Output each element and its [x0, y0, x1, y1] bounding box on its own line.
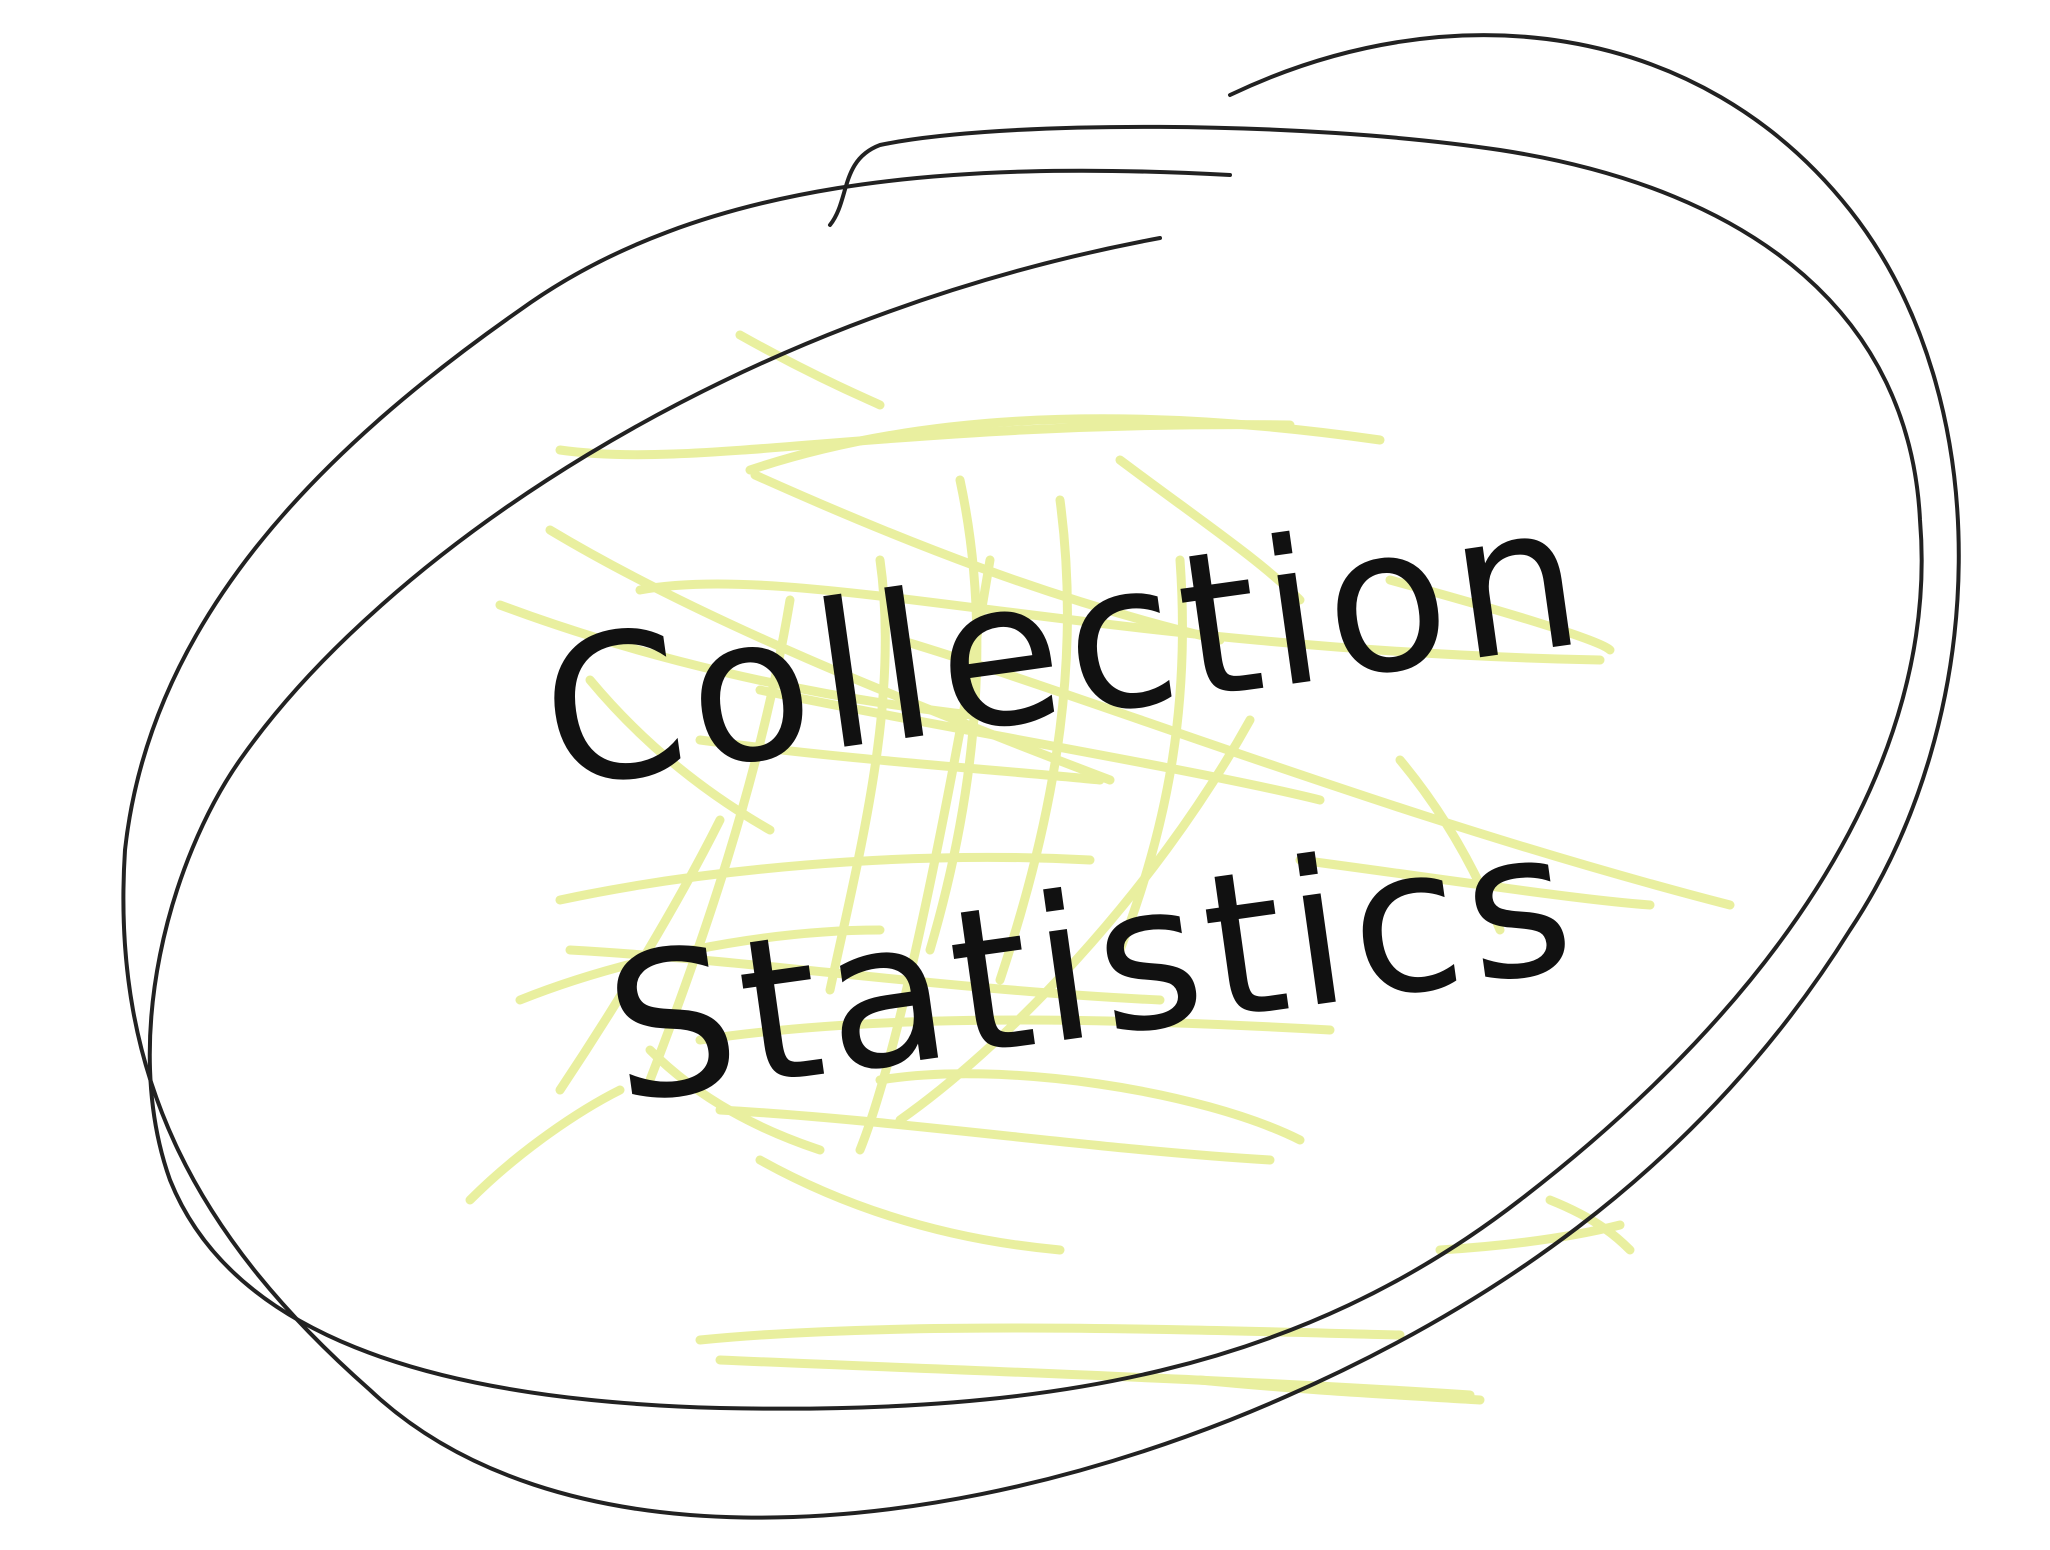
- scribble-highlight: [465, 330, 1735, 1405]
- outline-loop: [121, 33, 1961, 1520]
